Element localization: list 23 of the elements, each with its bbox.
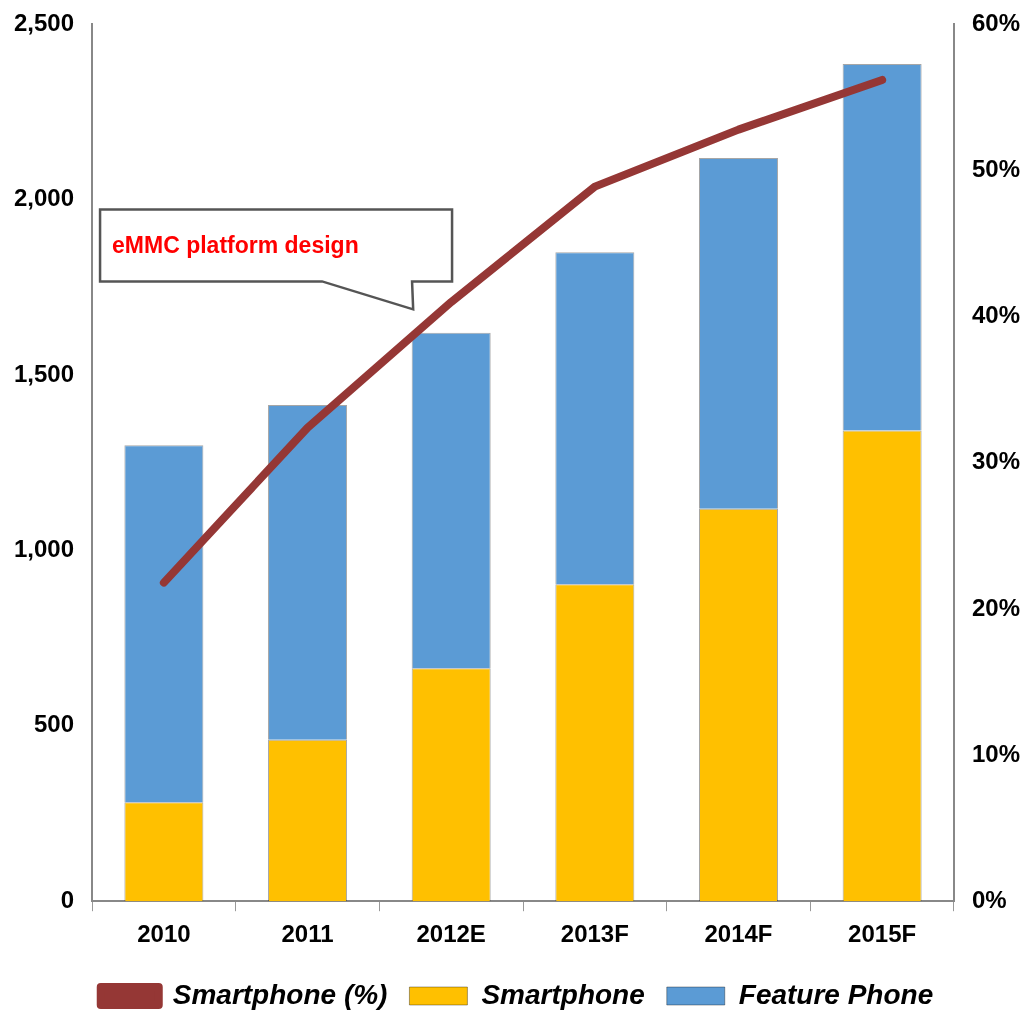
x-tick-label: 2012E bbox=[416, 920, 486, 948]
y2-tick-label: 10% bbox=[971, 739, 1021, 767]
x-tick-label: 2015F bbox=[848, 920, 917, 948]
legend-label: Feature Phone bbox=[738, 978, 934, 1010]
y2-tick-label: 50% bbox=[971, 155, 1021, 183]
x-tick-label: 2011 bbox=[281, 920, 334, 948]
x-tick-label: 2010 bbox=[137, 920, 191, 948]
y2-tick-label: 30% bbox=[971, 447, 1021, 475]
y2-tick-label: 0% bbox=[971, 885, 1007, 913]
x-tick-label: 2014F bbox=[704, 920, 773, 948]
legend-label: Smartphone bbox=[481, 978, 645, 1010]
legend-label: Smartphone (%) bbox=[172, 978, 388, 1010]
y-tick-label: 0 bbox=[60, 885, 75, 913]
x-tick-label: 2013F bbox=[560, 920, 629, 948]
y2-tick-label: 20% bbox=[971, 593, 1021, 621]
y-tick-label: 1,500 bbox=[14, 359, 75, 387]
y-tick-label: 500 bbox=[34, 710, 75, 738]
y2-tick-label: 60% bbox=[971, 9, 1021, 37]
y-tick-label: 2,000 bbox=[14, 184, 75, 212]
y-tick-label: 1,000 bbox=[14, 535, 75, 563]
y-tick-label: 2,500 bbox=[14, 9, 75, 37]
annotation: eMMC platform design bbox=[112, 231, 359, 258]
y2-tick-label: 40% bbox=[971, 301, 1021, 329]
